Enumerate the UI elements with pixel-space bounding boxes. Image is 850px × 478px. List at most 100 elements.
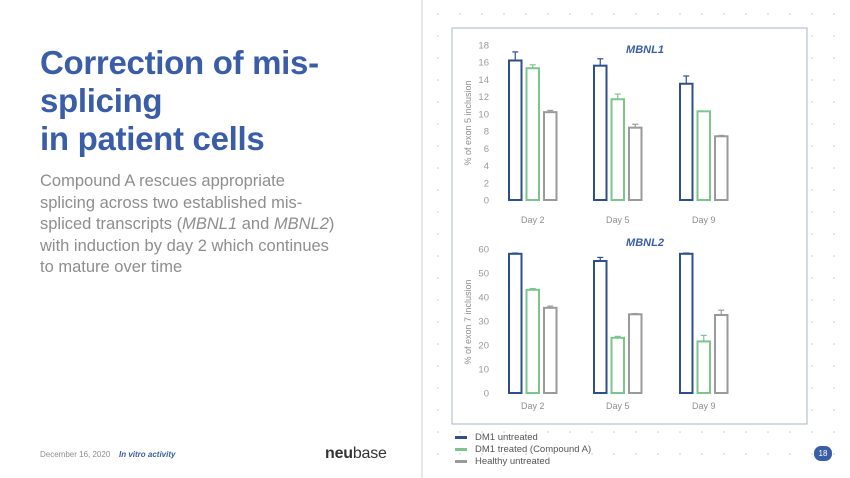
chart-title: MBNL1 [626,44,664,56]
grid-dot [547,431,549,433]
grid-dot [613,431,615,433]
legend-item: Healthy untreated [455,455,591,467]
bar [543,111,558,201]
grid-dot [767,431,769,433]
grid-dot [591,453,593,455]
y-tick-label: 14 [478,75,489,86]
grid-dot [833,35,835,37]
bar [525,288,540,394]
legend-label: DM1 untreated [475,431,538,443]
grid-dot [437,167,439,169]
grid-dot [679,13,681,15]
grid-dot [525,453,527,455]
grid-dot [437,79,439,81]
bar [679,252,694,394]
logo-regular: base [352,445,387,462]
title-line: splicing [40,82,163,119]
grid-dot [811,35,813,37]
grid-dot [437,13,439,15]
y-tick-label: 40 [478,293,489,304]
grid-dot [833,145,835,147]
grid-dot [437,211,439,213]
bar [508,59,523,201]
grid-dot [811,13,813,15]
grid-dot [437,343,439,345]
grid-dot [723,453,725,455]
subtitle-text: ) with induction by day 2 which continue… [40,215,335,276]
bar [610,98,625,201]
grid-dot [833,167,835,169]
grid-dot [547,453,549,455]
grid-dot [833,321,835,323]
y-tick-label: 12 [478,92,489,103]
footer-date: December 16, 2020 [40,450,111,459]
grid-dot [569,13,571,15]
grid-dot [811,343,813,345]
y-tick-label: 8 [484,127,489,138]
grid-dot [525,13,527,15]
bar [714,314,729,394]
chart-title: MBNL2 [626,237,664,249]
bar [696,340,711,394]
grid-dot [437,431,439,433]
gene-mbnl1: MBNL1 [182,215,238,233]
grid-dot [569,431,571,433]
grid-dot [503,13,505,15]
grid-dot [613,13,615,15]
grid-dot [569,453,571,455]
y-tick-label: 60 [478,245,489,256]
x-tick-label: Day 2 [521,401,545,411]
grid-dot [679,431,681,433]
grid-dot [767,13,769,15]
grid-dot [745,453,747,455]
legend-swatch [455,435,467,439]
y-tick-label: 10 [478,365,489,376]
subtitle-text: and [237,215,274,233]
grid-dot [833,13,835,15]
legend-item: DM1 treated (Compound A) [455,443,591,455]
grid-dot [833,431,835,433]
grid-dot [547,13,549,15]
grid-dot [811,431,813,433]
legend-item: DM1 untreated [455,431,591,443]
grid-dot [811,167,813,169]
grid-dot [437,35,439,37]
grid-dot [789,13,791,15]
legend-swatch [455,459,467,463]
y-tick-label: 6 [484,144,489,155]
bar [714,135,729,201]
grid-dot [767,453,769,455]
x-tick-label: Day 2 [521,215,545,225]
title-line: Correction of mis- [40,44,319,81]
grid-dot [811,453,813,455]
grid-dot [811,255,813,257]
grid-dot [723,431,725,433]
grid-dot [437,453,439,455]
legend: DM1 untreated DM1 treated (Compound A) H… [455,431,591,467]
y-axis-label: % of exon 5 inclusion [463,80,473,165]
grid-dot [437,189,439,191]
grid-dot [789,431,791,433]
subtitle: Compound A rescues appropriate splicing … [40,171,340,279]
grid-dot [811,57,813,59]
grid-dot [459,453,461,455]
bar [610,336,625,394]
grid-dot [591,431,593,433]
grid-dot [833,453,835,455]
grid-dot [833,211,835,213]
grid-dot [635,431,637,433]
grid-dot [811,145,813,147]
bar [628,126,643,201]
grid-dot [811,321,813,323]
bar [628,313,643,394]
x-tick-label: Day 5 [606,215,630,225]
y-axis-label: % of exon 7 inclusion [463,279,473,364]
grid-dot [833,189,835,191]
legend-swatch [455,447,467,451]
title-line: in patient cells [40,120,265,157]
bar [525,67,540,201]
grid-dot [833,365,835,367]
grid-dot [833,123,835,125]
grid-dot [811,409,813,411]
legend-label: Healthy untreated [475,455,550,467]
